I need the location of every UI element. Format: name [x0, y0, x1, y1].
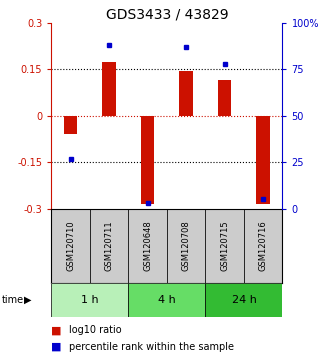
- Bar: [64, 116, 77, 135]
- Bar: [218, 80, 231, 116]
- Bar: [167, 209, 205, 283]
- Text: GSM120711: GSM120711: [105, 221, 114, 271]
- Bar: [205, 283, 282, 317]
- Bar: [128, 209, 167, 283]
- Text: ■: ■: [51, 325, 62, 335]
- Bar: [256, 116, 270, 204]
- Bar: [179, 71, 193, 116]
- Bar: [244, 209, 282, 283]
- Bar: [90, 209, 128, 283]
- Bar: [51, 283, 128, 317]
- Bar: [141, 116, 154, 204]
- Title: GDS3433 / 43829: GDS3433 / 43829: [106, 8, 228, 22]
- Bar: [102, 62, 116, 116]
- Text: ■: ■: [51, 342, 62, 352]
- Text: GSM120716: GSM120716: [259, 221, 268, 271]
- Bar: [128, 283, 205, 317]
- Text: GSM120648: GSM120648: [143, 221, 152, 271]
- Text: GSM120710: GSM120710: [66, 221, 75, 271]
- Text: percentile rank within the sample: percentile rank within the sample: [69, 342, 234, 352]
- Text: log10 ratio: log10 ratio: [69, 325, 122, 335]
- Bar: [205, 209, 244, 283]
- Bar: [51, 209, 90, 283]
- Text: GSM120715: GSM120715: [220, 221, 229, 271]
- Text: 1 h: 1 h: [81, 295, 99, 305]
- Text: GSM120708: GSM120708: [182, 221, 191, 271]
- Text: 4 h: 4 h: [158, 295, 176, 305]
- Text: 24 h: 24 h: [231, 295, 256, 305]
- Text: time: time: [2, 295, 24, 305]
- Text: ▶: ▶: [24, 295, 31, 305]
